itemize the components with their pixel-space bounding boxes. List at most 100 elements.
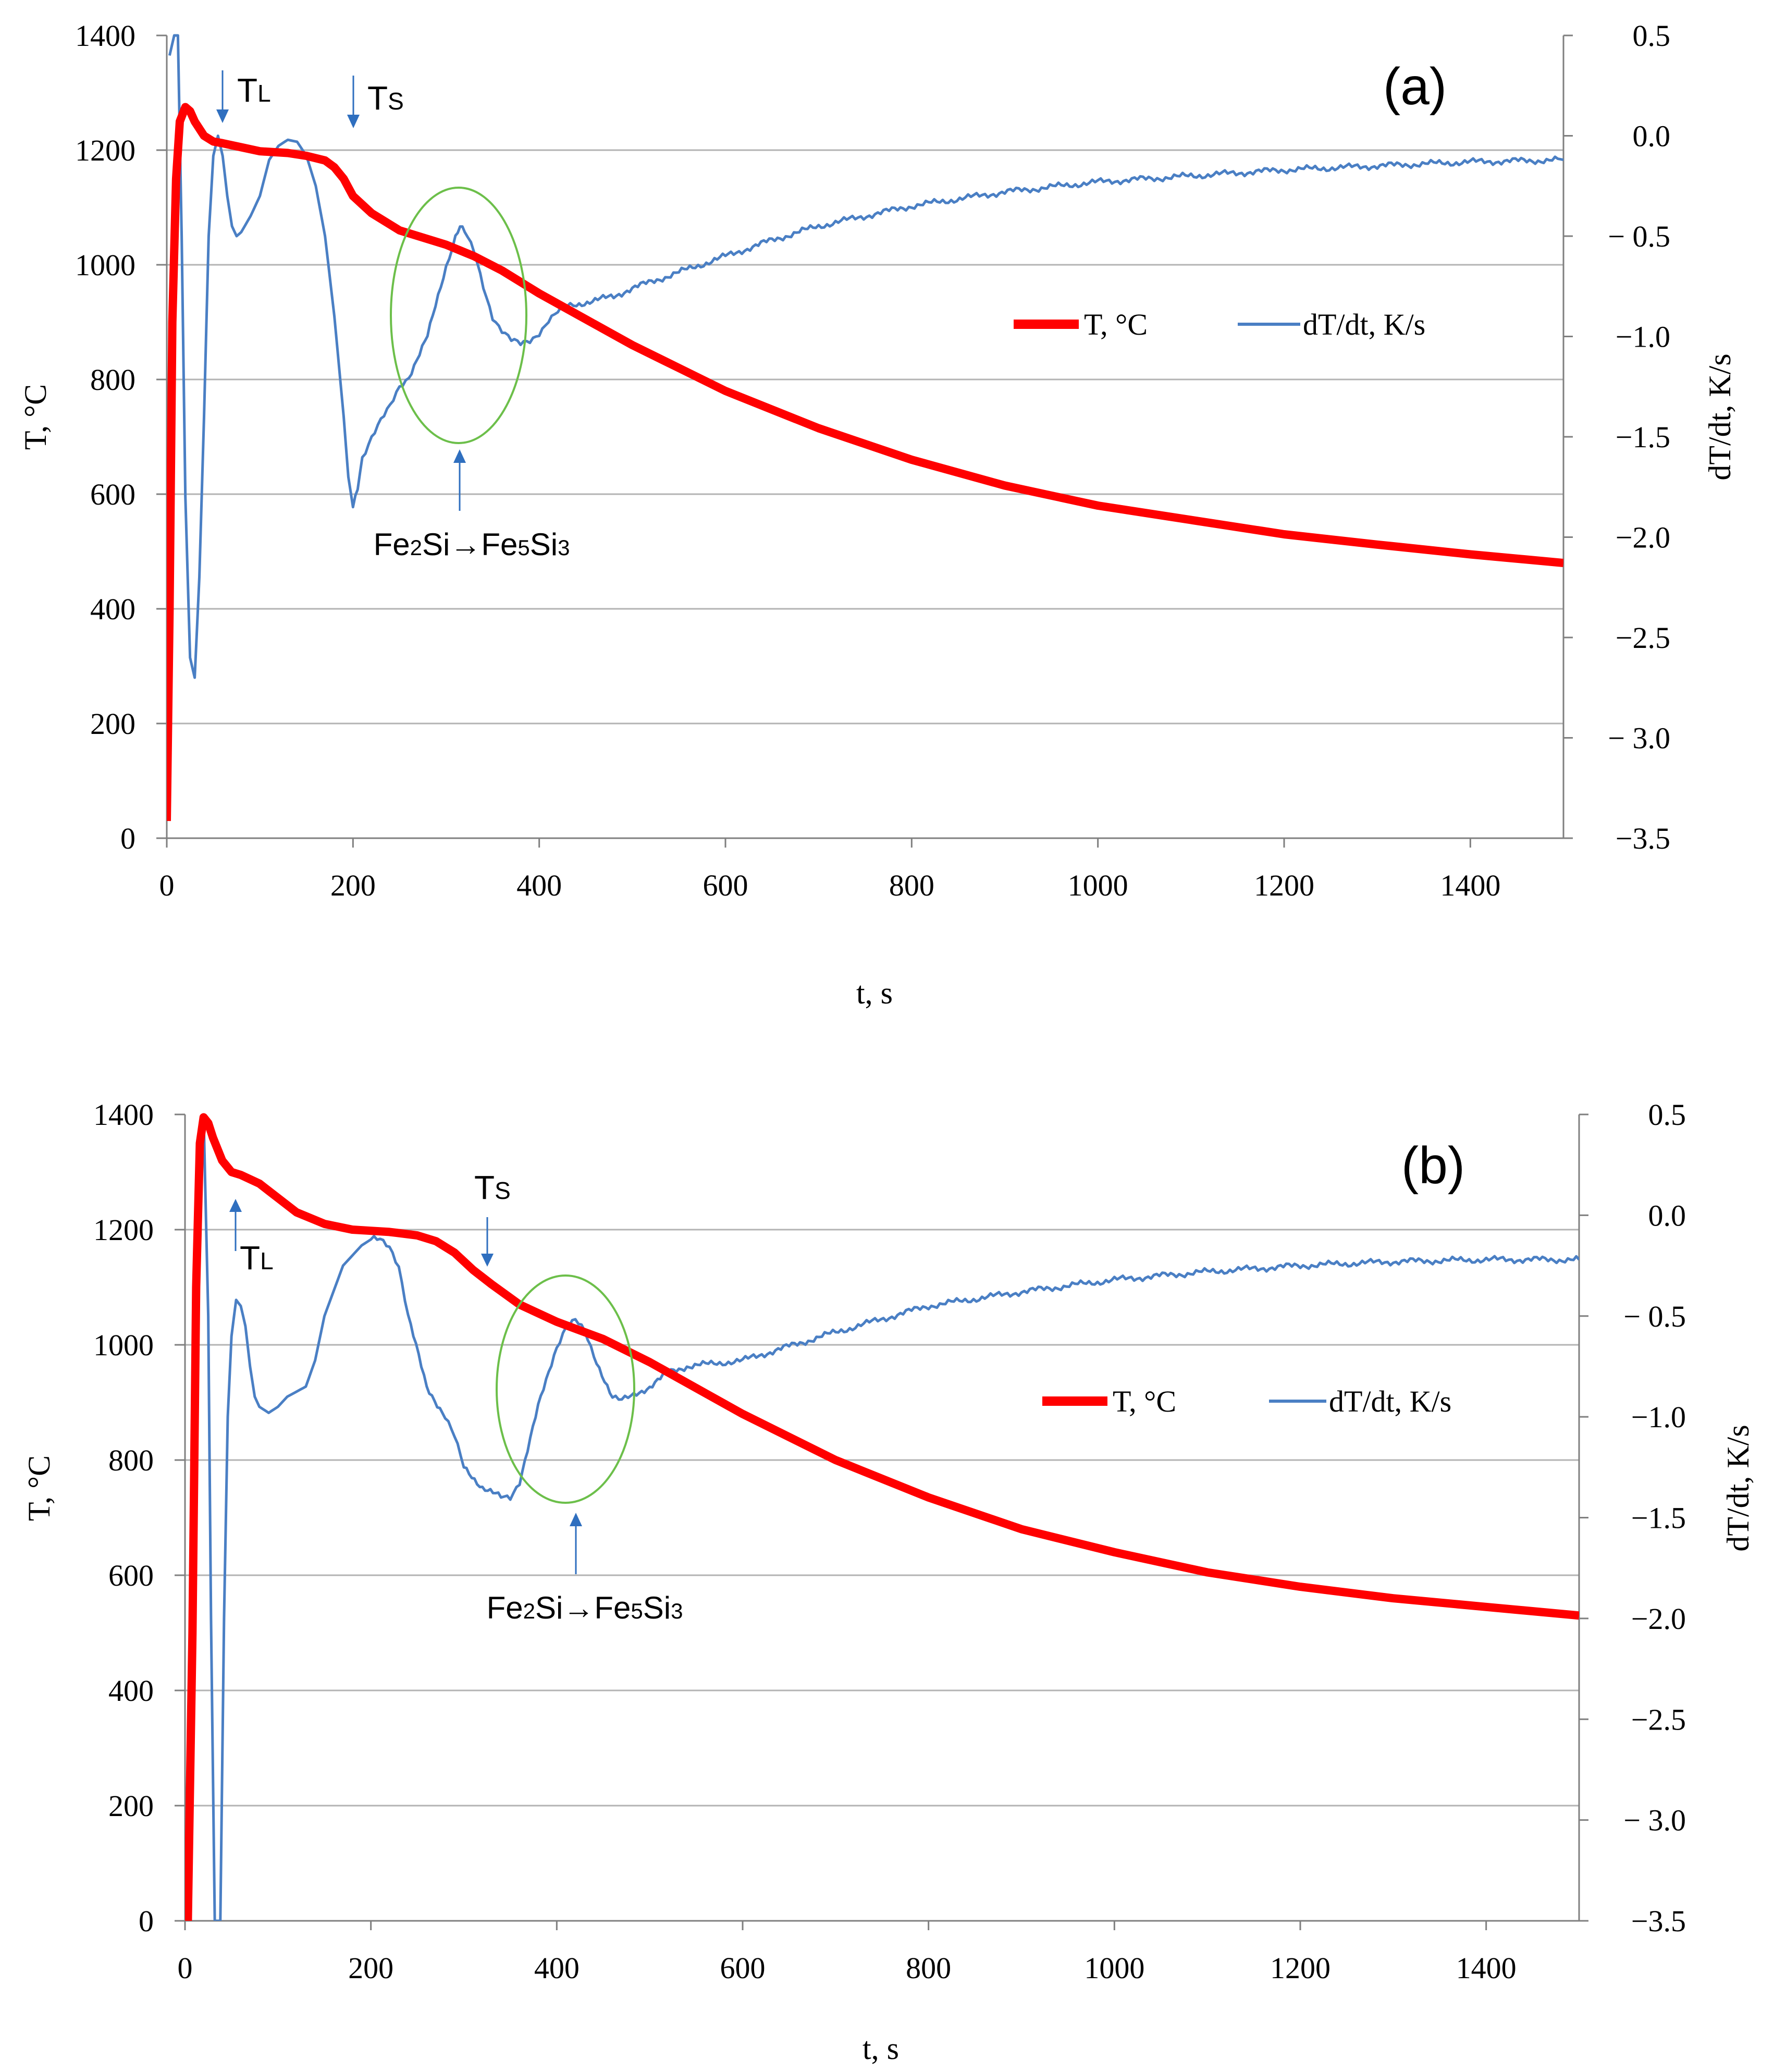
y-right-tick-labels: −3.5 − 3.0 −2.5 −2.0 −1.5 −1.0 − 0.5 0.0 0.5 bbox=[1608, 19, 1670, 855]
svg-text:TS: TS bbox=[367, 79, 404, 117]
arrow-head-icon bbox=[570, 1513, 582, 1526]
series-group bbox=[167, 34, 1563, 822]
arrow-head-icon bbox=[453, 449, 466, 463]
annotation-ts: TS bbox=[474, 1169, 511, 1267]
series-line-dtdt bbox=[191, 1113, 1579, 1921]
arrow-head-icon bbox=[347, 115, 360, 128]
y-right-tick-label: −2.5 bbox=[1631, 1702, 1686, 1736]
y-left-tick-label: 1200 bbox=[75, 133, 135, 167]
x-tick-label: 1000 bbox=[1084, 1951, 1144, 1985]
annotation-ts-main: T bbox=[474, 1169, 495, 1206]
x-tick-label: 1200 bbox=[1254, 868, 1314, 902]
y-right-tick-label: −2.5 bbox=[1616, 621, 1670, 655]
annotation-ts: TS bbox=[347, 76, 404, 128]
highlight-ellipse bbox=[496, 1274, 635, 1504]
y-left-tick-label: 1400 bbox=[93, 1098, 154, 1132]
annotation-phase-label: Fe2Si→Fe5Si3 bbox=[374, 527, 570, 562]
panel-a: 0 200 400 600 800 1000 1200 1400 0 200 400 600 800 1… bbox=[18, 19, 1737, 1010]
annotation-ts-sub: S bbox=[388, 88, 404, 115]
y-right-tick-label: −1.0 bbox=[1616, 320, 1670, 354]
y-left-tick-label: 0 bbox=[139, 1904, 154, 1938]
x-tick-label: 400 bbox=[534, 1951, 580, 1985]
legend-label-temperature: T, °C bbox=[1113, 1384, 1176, 1418]
y-left-tick-label: 200 bbox=[90, 707, 135, 741]
y-right-axis-title: dT/dt, K/s bbox=[1721, 1425, 1755, 1551]
series-group bbox=[185, 1113, 1579, 1921]
y-right-axis-title: dT/dt, K/s bbox=[1703, 353, 1737, 480]
svg-text:TL: TL bbox=[240, 1239, 274, 1277]
annotation-ts-main: T bbox=[367, 79, 388, 117]
annotation-tl: TL bbox=[229, 1199, 274, 1277]
y-right-tick-label: 0.5 bbox=[1633, 19, 1671, 53]
x-tick-labels: 0 200 400 600 800 1000 1200 1400 bbox=[178, 1951, 1517, 1985]
y-left-tick-label: 800 bbox=[108, 1443, 154, 1477]
series-line-temperature bbox=[167, 103, 1563, 822]
y-left-tick-label: 600 bbox=[90, 477, 135, 511]
y-right-tick-label: −1.5 bbox=[1631, 1501, 1686, 1535]
y-left-tick-label: 1400 bbox=[75, 19, 135, 53]
panel-label: (a) bbox=[1383, 57, 1447, 116]
gridlines bbox=[185, 1229, 1579, 1807]
y-right-tick-label: − 0.5 bbox=[1623, 1299, 1686, 1333]
x-tick-label: 600 bbox=[720, 1951, 766, 1985]
annotation-phase-label: Fe2Si→Fe5Si3 bbox=[487, 1590, 683, 1625]
highlight-ellipse bbox=[390, 187, 527, 444]
x-tick-label: 800 bbox=[906, 1951, 951, 1985]
arrow-head-icon bbox=[481, 1254, 494, 1267]
x-tick-label: 0 bbox=[178, 1951, 193, 1985]
legend-label-temperature: T, °C bbox=[1084, 308, 1148, 341]
y-right-tick-label: − 0.5 bbox=[1608, 219, 1670, 253]
y-left-tick-labels: 0 200 400 600 800 1000 1200 1400 bbox=[93, 1098, 154, 1938]
y-right-tick-label: − 3.0 bbox=[1608, 721, 1670, 755]
x-tick-label: 1400 bbox=[1456, 1951, 1517, 1985]
y-left-tick-label: 0 bbox=[120, 822, 135, 855]
series-line-temperature bbox=[185, 1113, 1579, 1921]
y-right-tick-label: −1.0 bbox=[1631, 1400, 1686, 1434]
x-tick-label: 800 bbox=[889, 868, 934, 902]
y-right-tick-label: − 3.0 bbox=[1623, 1804, 1686, 1837]
y-left-tick-labels: 0 200 400 600 800 1000 1200 1400 bbox=[75, 19, 135, 855]
y-left-axis-title: T, °C bbox=[18, 384, 53, 450]
arrow-head-icon bbox=[229, 1199, 242, 1212]
series-line-dtdt bbox=[168, 34, 1563, 679]
x-tick-label: 200 bbox=[330, 868, 376, 902]
y-left-tick-label: 1000 bbox=[75, 248, 135, 282]
legend-label-dtdt: dT/dt, K/s bbox=[1329, 1384, 1451, 1418]
x-tick-label: 0 bbox=[159, 868, 175, 902]
annotation-phase: Fe2Si→Fe5Si3 bbox=[374, 187, 570, 562]
x-axis-title: t, s bbox=[856, 976, 893, 1010]
legend: T, °C dT/dt, K/s bbox=[1042, 1384, 1451, 1418]
annotation-tl-sub: L bbox=[260, 1247, 274, 1274]
arrow-head-icon bbox=[216, 109, 229, 123]
y-left-tick-label: 200 bbox=[108, 1789, 154, 1823]
annotation-tl-main: T bbox=[240, 1239, 260, 1277]
y-left-tick-label: 600 bbox=[108, 1559, 154, 1592]
x-tick-label: 600 bbox=[703, 868, 748, 902]
svg-text:TL: TL bbox=[237, 71, 271, 109]
gridlines bbox=[167, 149, 1563, 725]
y-left-tick-label: 400 bbox=[90, 592, 135, 626]
y-right-tick-label: −3.5 bbox=[1616, 822, 1670, 855]
annotation-tl: TL bbox=[216, 70, 271, 123]
panel-b: 0 200 400 600 800 1000 1200 1400 0 200 400 600 800 1… bbox=[22, 1098, 1755, 2066]
x-tick-label: 400 bbox=[516, 868, 562, 902]
x-tick-label: 1000 bbox=[1068, 868, 1128, 902]
y-right-tick-label: −2.0 bbox=[1631, 1602, 1686, 1636]
x-tick-labels: 0 200 400 600 800 1000 1200 1400 bbox=[159, 868, 1501, 902]
annotation-phase: Fe2Si→Fe5Si3 bbox=[487, 1274, 683, 1625]
y-left-axis-title: T, °C bbox=[22, 1455, 56, 1521]
x-axis-title: t, s bbox=[863, 2031, 899, 2066]
x-tick-label: 1200 bbox=[1270, 1951, 1330, 1985]
y-left-tick-label: 800 bbox=[90, 363, 135, 397]
legend-label-dtdt: dT/dt, K/s bbox=[1303, 308, 1425, 341]
annotation-tl-main: T bbox=[237, 71, 257, 109]
y-left-tick-label: 1200 bbox=[93, 1213, 154, 1247]
x-tick-label: 200 bbox=[348, 1951, 393, 1985]
annotation-ts-sub: S bbox=[495, 1177, 511, 1204]
annotation-tl-sub: L bbox=[257, 80, 271, 107]
y-right-tick-label: 0.5 bbox=[1648, 1098, 1686, 1132]
axes bbox=[175, 1113, 1588, 1930]
legend: T, °C dT/dt, K/s bbox=[1014, 308, 1425, 341]
